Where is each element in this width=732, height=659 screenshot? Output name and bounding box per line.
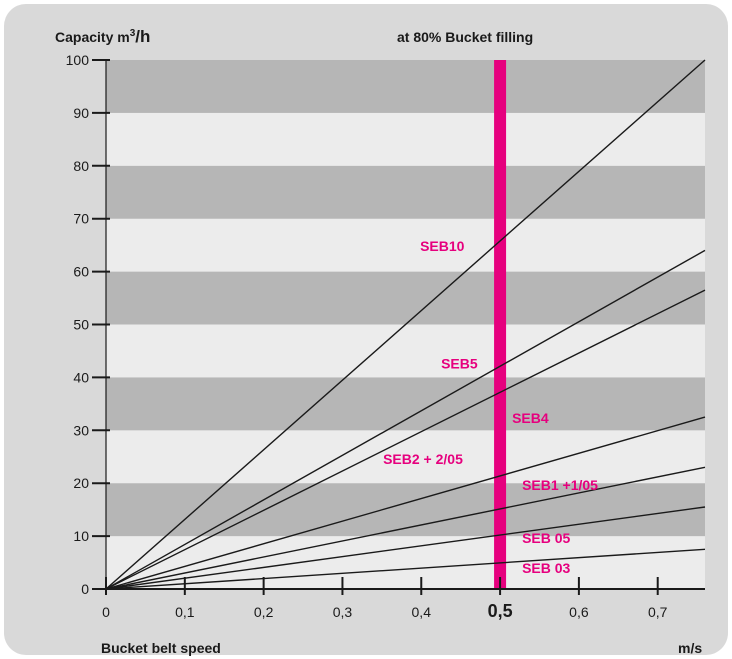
plot-band bbox=[106, 112, 705, 166]
y-tick-label: 30 bbox=[73, 422, 89, 438]
highlight-layer bbox=[494, 60, 507, 589]
plot-band bbox=[106, 218, 705, 272]
y-tick-label: 20 bbox=[73, 475, 89, 491]
y-axis-title-suffix: /h bbox=[135, 27, 150, 46]
plot-band bbox=[106, 324, 705, 378]
plot-band bbox=[106, 165, 705, 219]
x-tick-label: 0,2 bbox=[254, 604, 274, 620]
series-line bbox=[105, 289, 706, 590]
series-label: SEB 05 bbox=[522, 530, 570, 546]
y-axis-title-sup: 3 bbox=[130, 28, 136, 39]
series-line bbox=[105, 416, 706, 590]
series-line bbox=[105, 59, 706, 590]
axes: 0 10 20 30 40 50 60 70 80 90 100 0 0,1 0,2 0,3 0,4 0,5 0,… bbox=[66, 52, 705, 621]
plot-band bbox=[106, 536, 705, 589]
series-labels: SEB10 SEB5 SEB4 SEB2 + 2/05 SEB1 +1/05 SEB 05… bbox=[383, 238, 598, 576]
series-line bbox=[105, 548, 706, 590]
y-tick-label: 100 bbox=[66, 52, 90, 68]
y-tick-label: 50 bbox=[73, 317, 89, 333]
series-label: SEB10 bbox=[420, 238, 465, 254]
plot-bands bbox=[106, 60, 705, 589]
x-axis-title: Bucket belt speed bbox=[101, 640, 221, 656]
y-tick-label: 70 bbox=[73, 211, 89, 227]
x-tick-label: 0,6 bbox=[569, 604, 589, 620]
y-tick-label: 0 bbox=[81, 581, 89, 597]
y-tick-label: 60 bbox=[73, 264, 89, 280]
chart-title: at 80% Bucket filling bbox=[397, 29, 533, 45]
y-axis-title-main: Capacity m bbox=[55, 29, 130, 45]
plot-band bbox=[106, 271, 705, 325]
series-label: SEB4 bbox=[512, 410, 549, 426]
x-tick-label-highlight: 0,5 bbox=[488, 601, 513, 621]
x-tick-label: 0,3 bbox=[333, 604, 353, 620]
series-line bbox=[105, 249, 706, 590]
highlight-bar bbox=[494, 60, 507, 589]
series-label: SEB5 bbox=[441, 355, 478, 371]
x-axis-unit: m/s bbox=[678, 640, 702, 656]
y-axis-title: Capacity m3/h bbox=[55, 27, 150, 46]
plot-band bbox=[106, 483, 705, 537]
y-tick-label: 80 bbox=[73, 158, 89, 174]
x-tick-label: 0,1 bbox=[175, 604, 195, 620]
series-label: SEB1 +1/05 bbox=[522, 477, 598, 493]
series-lines bbox=[105, 59, 706, 590]
plot-band bbox=[106, 377, 705, 431]
x-tick-label: 0,7 bbox=[648, 604, 668, 620]
series-line bbox=[105, 506, 706, 590]
series-label: SEB 03 bbox=[522, 560, 570, 576]
series-label: SEB2 + 2/05 bbox=[383, 451, 463, 467]
plot-band bbox=[106, 60, 705, 113]
series-line bbox=[105, 466, 706, 590]
x-tick-label: 0,4 bbox=[412, 604, 432, 620]
x-tick-label: 0 bbox=[102, 604, 110, 620]
y-tick-label: 10 bbox=[73, 528, 89, 544]
y-tick-label: 40 bbox=[73, 369, 89, 385]
y-tick-label: 90 bbox=[73, 105, 89, 121]
